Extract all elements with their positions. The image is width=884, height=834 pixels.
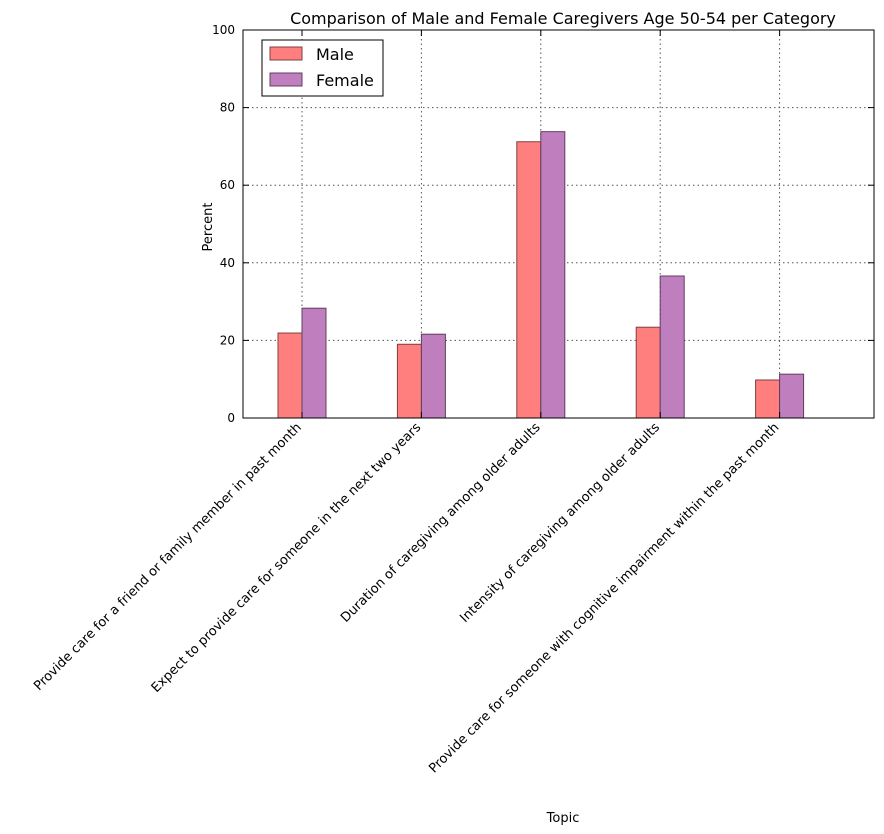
bar-male	[396, 343, 422, 419]
chart-title: Comparison of Male and Female Caregivers…	[290, 9, 836, 28]
y-tick-label: 100	[212, 23, 235, 37]
bar-female	[420, 333, 446, 419]
x-tick-label: Expect to provide care for someone in th…	[149, 420, 425, 696]
bars-layer	[277, 131, 805, 419]
bar-female	[779, 373, 805, 419]
y-tick-label: 60	[220, 178, 235, 192]
ticks-layer: 0 20 40 60 80 100 Provide care for a friend or…	[31, 23, 874, 776]
y-tick-label: 0	[227, 411, 235, 425]
x-tick-label: Intensity of caregiving among older adul…	[457, 420, 663, 626]
bar-male	[516, 141, 542, 419]
legend-swatch-male	[269, 46, 303, 61]
bar-male	[277, 332, 303, 419]
legend-swatch-female	[269, 72, 303, 87]
x-tick-label: Duration of caregiving among older adult…	[338, 420, 544, 626]
legend: Male Female	[261, 39, 384, 97]
bar-male	[755, 379, 781, 419]
bar-female	[659, 275, 685, 419]
bar-female	[301, 307, 327, 419]
x-axis-label: Topic	[546, 811, 580, 826]
bar-female	[540, 131, 566, 419]
y-tick-label: 40	[220, 256, 235, 270]
y-axis-label: Percent	[201, 203, 216, 252]
y-tick-label: 20	[220, 333, 235, 347]
x-tick-label: Provide care for a friend or family memb…	[31, 420, 305, 694]
plot-frame	[242, 29, 875, 419]
legend-label-male: Male	[316, 45, 354, 64]
legend-label-female: Female	[316, 71, 374, 90]
y-tick-label: 80	[220, 101, 235, 115]
bar-male	[635, 326, 661, 419]
